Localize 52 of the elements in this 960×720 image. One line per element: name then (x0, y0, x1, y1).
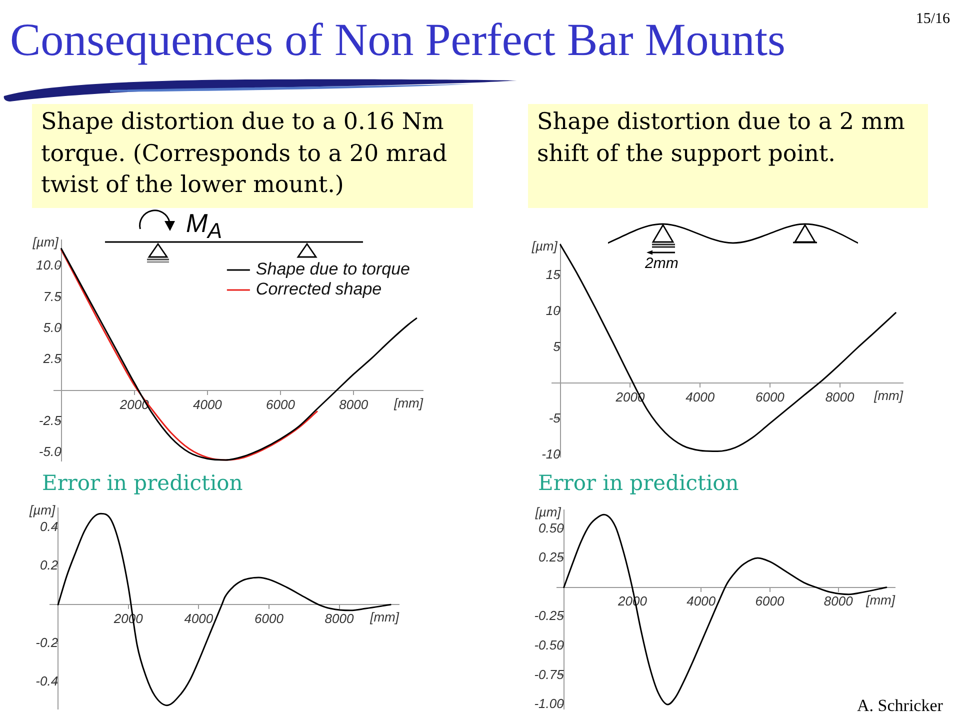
chart-title: Error in prediction (42, 471, 243, 496)
y-tick-label: 2.5 (42, 350, 62, 366)
chart-title: Error in prediction (538, 471, 739, 496)
annotation: M$_{A}$ (186, 208, 222, 244)
chart-title: Consequences of Non Perfect Bar Mounts (10, 13, 786, 67)
x-tick-label: 4000 (686, 390, 716, 405)
y-tick-label: -5.0 (38, 444, 62, 460)
y-tick-label: 0.4 (40, 518, 58, 534)
y-tick-label: -2.5 (38, 413, 62, 428)
y-tick-label: 0.50 (538, 520, 565, 536)
x-axis-title: [mm] (873, 388, 904, 404)
y-tick-label: -0.50 (534, 638, 565, 653)
y-axis-title: [µm] (530, 238, 558, 254)
y-tick-label: 15 (546, 267, 562, 282)
legend-label: Shape due to torque (256, 260, 410, 279)
y-tick-label: 5.0 (43, 320, 62, 335)
y-tick-label: 0.25 (538, 550, 565, 565)
x-tick-label: 4000 (192, 396, 223, 412)
y-axis-title: [µm] (534, 504, 562, 520)
annotation: 2mm (645, 255, 678, 273)
y-tick-label: -5 (548, 410, 562, 426)
x-tick-label: 4000 (686, 594, 716, 609)
x-axis-title: [mm] (393, 395, 424, 410)
x-tick-label: 6000 (254, 611, 284, 626)
y-tick-label: -10 (542, 446, 562, 462)
x-tick-label: 8000 (825, 390, 856, 405)
y-tick-label: 0.2 (40, 558, 59, 573)
legend-label: Corrected shape (256, 280, 382, 299)
y-tick-label: -1.00 (534, 696, 565, 712)
x-tick-label: 4000 (184, 611, 214, 626)
y-tick-label: -0.25 (534, 608, 565, 624)
x-axis-title: [mm] (369, 610, 400, 625)
y-tick-label: -0.75 (534, 666, 565, 682)
y-tick-label: -0.4 (36, 674, 58, 689)
y-axis-title: [µm] (28, 502, 56, 518)
x-tick-label: 6000 (755, 390, 786, 405)
chart-subtitle: Shape distortion due to a 2 mm shift of the support point. (537, 108, 906, 168)
y-tick-label: 5 (553, 338, 562, 354)
y-tick-label: 7.5 (43, 288, 62, 304)
x-tick-label: 8000 (339, 396, 369, 412)
y-axis-title: [µm] (32, 234, 59, 250)
x-tick-label: 8000 (324, 611, 354, 626)
y-tick-label: 10 (546, 303, 562, 318)
annotation: A. Schricker (857, 696, 943, 716)
x-tick-label: 6000 (266, 396, 296, 412)
x-tick-label: 8000 (824, 594, 854, 609)
x-axis-title: [mm] (865, 592, 896, 608)
text: 15/16 (916, 10, 950, 28)
x-tick-label: 6000 (755, 594, 785, 609)
y-tick-label: -0.2 (36, 634, 59, 650)
chart-subtitle: Shape distortion due to a 0.16 Nm torque. (Corresponds to a 20 mrad twist of the lower mount.) (41, 108, 448, 200)
y-tick-label: 10.0 (36, 258, 62, 273)
